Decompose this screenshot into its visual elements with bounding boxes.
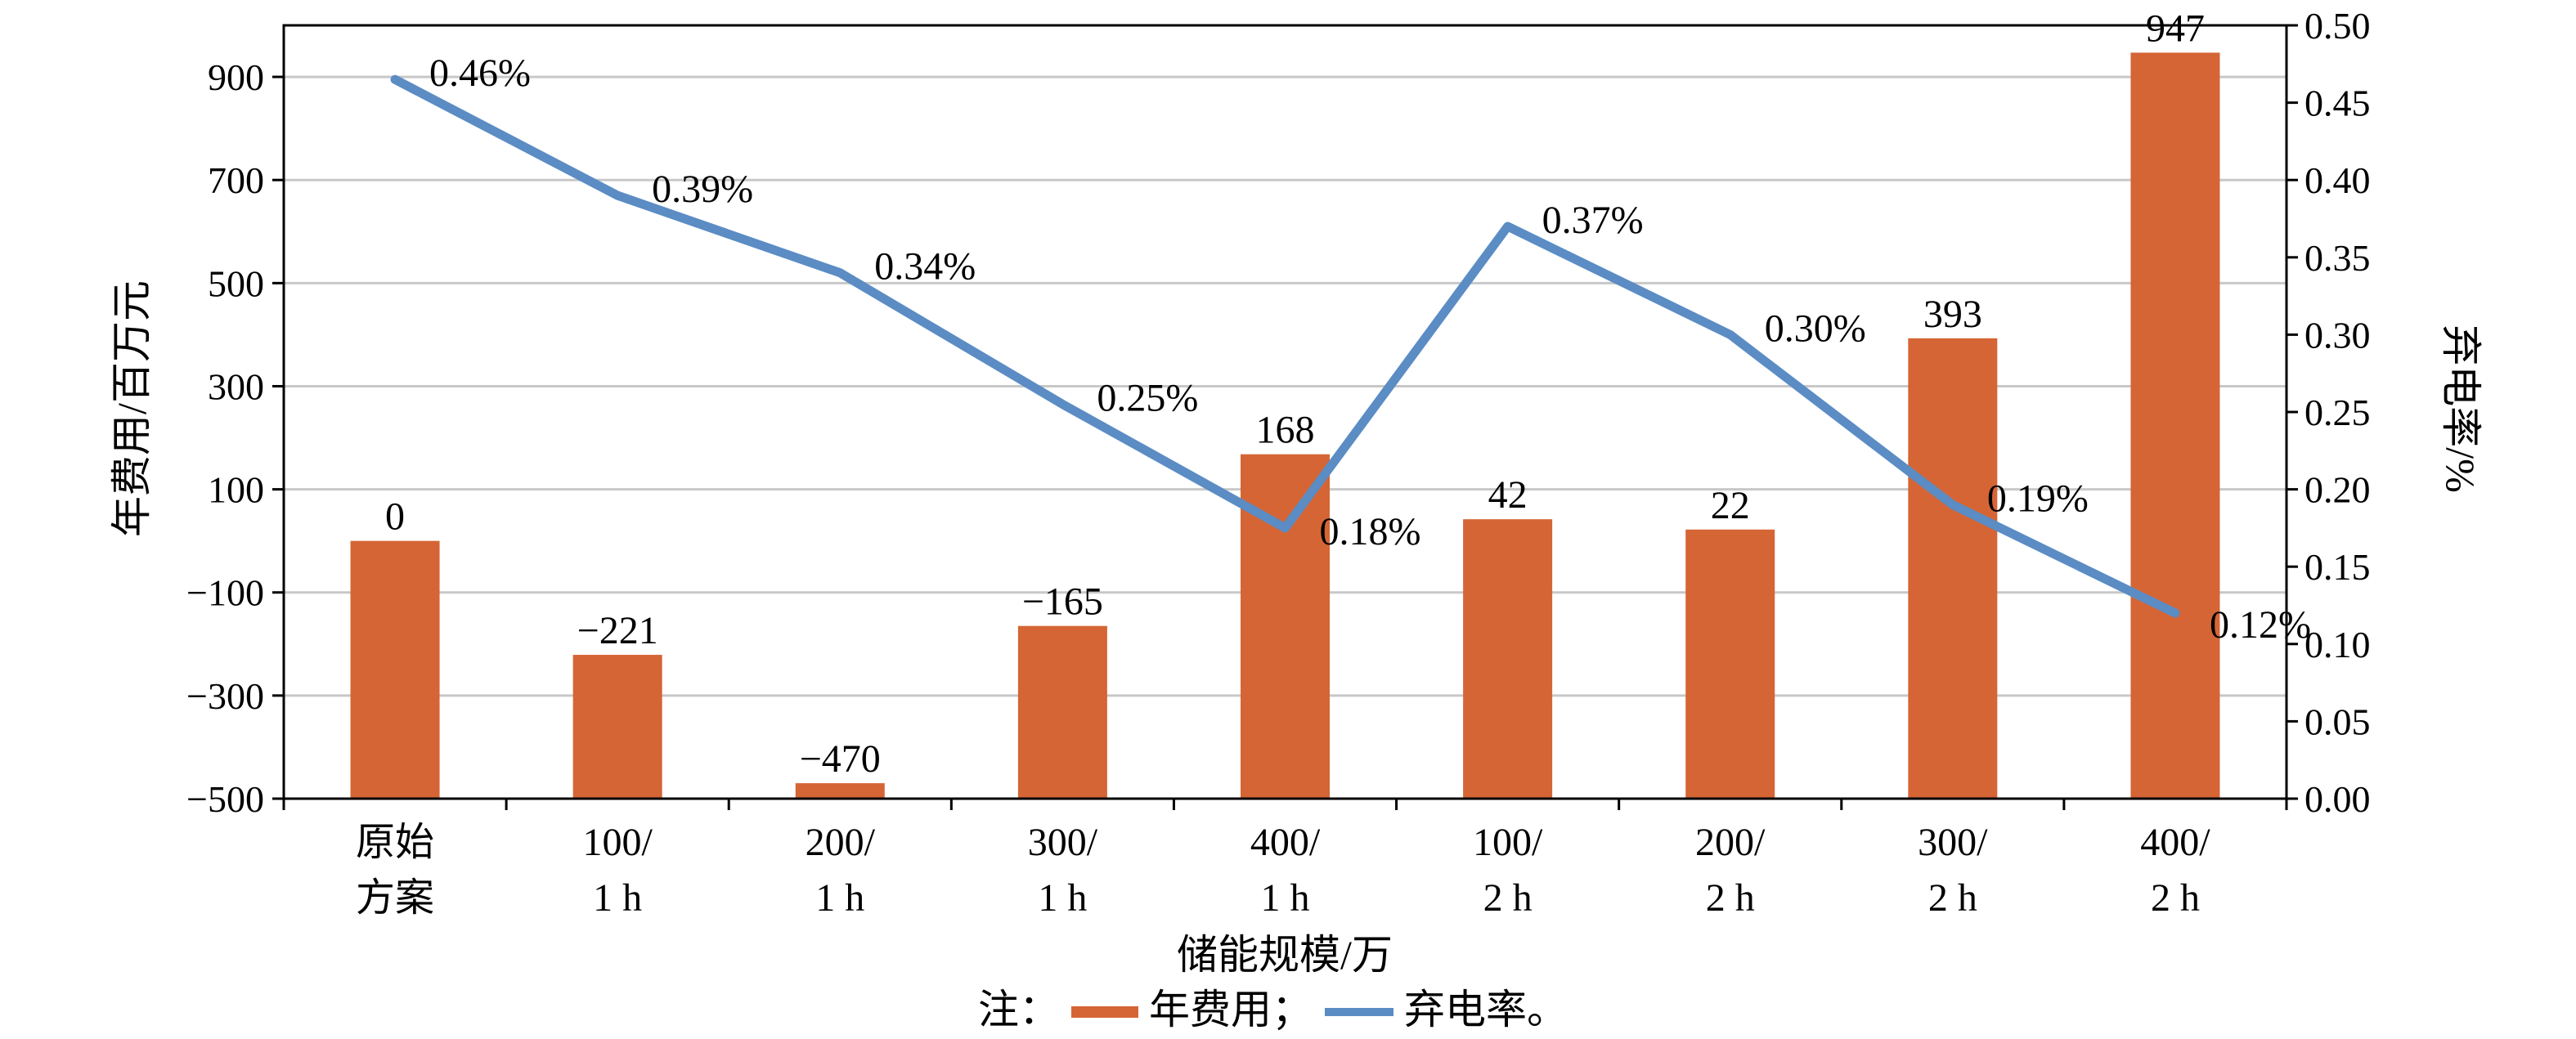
- bar: [1685, 529, 1775, 799]
- x-tick-label: 300/: [1028, 821, 1098, 864]
- left-axis-ticks: 900 700 500 300 100 −100 −300 −500: [186, 56, 284, 820]
- bar-data-label: 947: [2146, 7, 2205, 50]
- bar: [795, 783, 885, 799]
- left-tick-label: −300: [186, 675, 264, 717]
- right-tick-label: 0.30: [2304, 314, 2371, 356]
- x-tick-label: 方案: [356, 876, 434, 920]
- line-data-label: 0.37%: [1542, 199, 1644, 242]
- line-data-label: 0.46%: [429, 52, 531, 95]
- right-tick-label: 0.10: [2304, 624, 2371, 665]
- bar-data-label: −470: [800, 737, 881, 781]
- x-tick-label: 100/: [1473, 821, 1543, 864]
- x-tick-label: 1 h: [593, 876, 642, 920]
- right-tick-label: 0.45: [2304, 83, 2371, 124]
- line-data-label: 0.18%: [1320, 510, 1421, 553]
- bar-data-label: 168: [1256, 409, 1315, 452]
- line-data-label: 0.30%: [1765, 307, 1866, 350]
- legend-bar-label: 年费用；: [1149, 987, 1313, 1032]
- left-tick-label: 500: [208, 262, 264, 304]
- left-axis-label: 年费用/百万元: [109, 280, 155, 537]
- right-tick-label: 0.50: [2304, 5, 2371, 47]
- bar-data-label: 393: [1923, 293, 1982, 336]
- bar: [1017, 625, 1107, 799]
- x-tick-label: 400/: [1250, 821, 1321, 864]
- left-tick-label: −100: [186, 572, 264, 614]
- right-tick-label: 0.20: [2304, 469, 2371, 511]
- x-tick-label: 300/: [1918, 821, 1988, 864]
- line-data-label: 0.19%: [1987, 477, 2089, 521]
- right-axis-ticks: 0.50 0.45 0.40 0.35 0.30 0.25 0.20 0.15 0.10 0.05…: [2287, 5, 2371, 820]
- line-data-label: 0.12%: [2210, 603, 2311, 647]
- right-tick-label: 0.40: [2304, 159, 2371, 201]
- bar-data-label: −221: [577, 609, 658, 652]
- right-tick-label: 0.25: [2304, 392, 2371, 433]
- left-tick-label: −500: [186, 778, 264, 820]
- x-tick-label: 200/: [806, 821, 876, 864]
- x-tick-label: 2 h: [1483, 876, 1533, 920]
- bar-series: [350, 52, 2220, 799]
- x-tick-label: 1 h: [815, 876, 864, 920]
- x-tick-label: 1 h: [1261, 876, 1310, 920]
- bar-data-labels: 0 −221 −470 −165 168 42 22 393 947: [385, 7, 2205, 781]
- left-tick-label: 700: [208, 159, 264, 201]
- bar-data-label: 42: [1488, 473, 1528, 517]
- x-tick-label: 1 h: [1038, 876, 1087, 920]
- left-tick-label: 100: [208, 469, 264, 511]
- line-path: [390, 74, 2180, 618]
- x-axis-label: 储能规模/万: [1177, 932, 1393, 978]
- x-tick-label: 200/: [1695, 821, 1766, 864]
- line-data-label: 0.39%: [652, 168, 753, 211]
- bar: [572, 655, 662, 799]
- bar: [1463, 519, 1553, 799]
- bar-data-label: −165: [1022, 580, 1103, 624]
- right-tick-label: 0.35: [2304, 237, 2371, 279]
- legend-line-label: 弃电率。: [1404, 987, 1568, 1032]
- legend: 注： 年费用； 弃电率。: [978, 987, 1568, 1032]
- left-tick-label: 300: [208, 365, 264, 407]
- bar: [1908, 338, 1998, 799]
- left-tick-label: 900: [208, 56, 264, 98]
- legend-bar-swatch: [1071, 1006, 1138, 1018]
- right-tick-label: 0.15: [2304, 546, 2371, 588]
- bar: [2130, 52, 2220, 799]
- x-tick-label: 2 h: [1706, 876, 1755, 920]
- line-data-label: 0.34%: [874, 245, 976, 289]
- x-tick-label: 2 h: [1928, 876, 1977, 920]
- bar-data-label: 22: [1711, 484, 1750, 527]
- line-data-labels: 0.46% 0.39% 0.34% 0.25% 0.18% 0.37% 0.30% 0.19%…: [429, 52, 2311, 647]
- line-series: [390, 74, 2180, 618]
- right-tick-label: 0.00: [2304, 778, 2371, 820]
- bar: [350, 540, 440, 799]
- x-tick-label: 100/: [582, 821, 653, 864]
- bar-data-label: 0: [385, 495, 405, 539]
- x-tick-label: 原始: [356, 821, 434, 864]
- right-tick-label: 0.05: [2304, 701, 2371, 742]
- x-tick-label: 2 h: [2151, 876, 2200, 920]
- line-data-label: 0.25%: [1097, 377, 1198, 420]
- legend-prefix: 注：: [978, 987, 1060, 1032]
- right-axis-label: 弃电率/%: [2438, 325, 2484, 493]
- x-tick-label: 400/: [2140, 821, 2210, 864]
